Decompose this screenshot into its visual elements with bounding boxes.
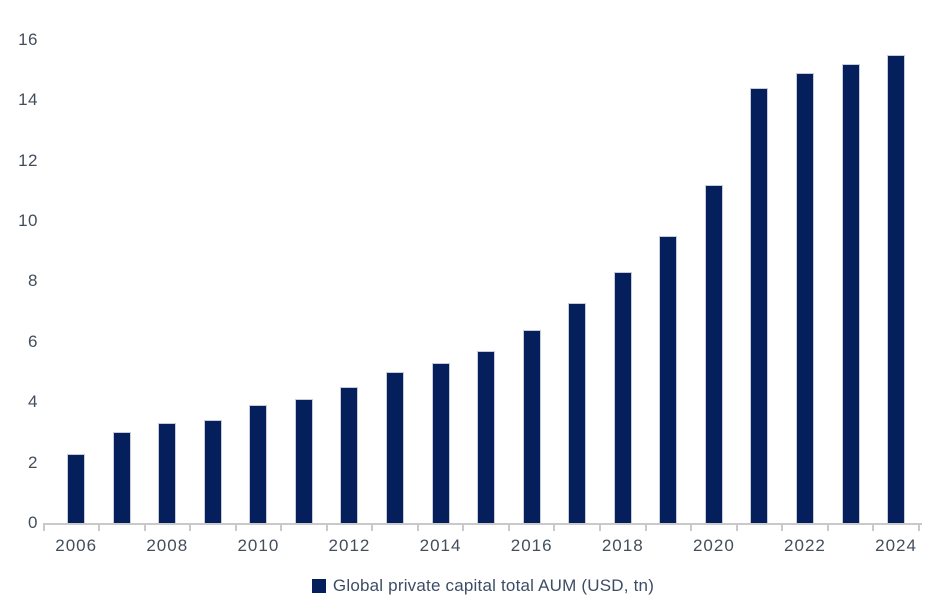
- y-axis-tick-label: 4: [28, 392, 38, 412]
- bar-2015: [477, 350, 496, 523]
- bar-2017: [568, 302, 587, 523]
- x-axis-tick-label: 2024: [875, 536, 917, 555]
- bar-2012: [340, 387, 359, 523]
- x-axis-tick: [917, 523, 920, 531]
- y-axis-tick-label: 16: [18, 29, 38, 49]
- bar-2013: [386, 372, 405, 523]
- x-axis-tick-label: 2014: [419, 536, 462, 555]
- bar-2011: [294, 399, 313, 523]
- x-axis-tick: [599, 523, 601, 531]
- bar-2019: [659, 236, 678, 523]
- bar-2007: [112, 432, 131, 523]
- y-axis-tick-label: 14: [18, 90, 38, 110]
- x-axis-tick-label: 2018: [601, 536, 644, 555]
- x-axis-tick: [325, 523, 328, 531]
- y-axis-tick-label: 0: [28, 513, 38, 532]
- bar-2016: [522, 329, 541, 523]
- x-axis-tick-label: 2010: [237, 536, 280, 555]
- legend: Global private capital total AUM (USD, t…: [44, 576, 922, 595]
- x-axis-tick: [143, 523, 146, 531]
- x-axis-tick: [507, 523, 510, 531]
- x-axis-line: [44, 523, 922, 525]
- x-axis-tick: [690, 523, 693, 531]
- bar-2020: [704, 184, 723, 523]
- bar-2021: [750, 88, 769, 523]
- x-axis-tick: [735, 523, 738, 531]
- bar-2024: [887, 55, 906, 523]
- bar-2006: [67, 453, 86, 523]
- y-axis-tick-label: 10: [18, 211, 38, 231]
- x-axis-tick: [371, 523, 374, 531]
- x-axis-tick: [826, 523, 829, 531]
- x-axis-tick: [416, 523, 419, 531]
- y-axis-tick-label: 12: [18, 150, 38, 170]
- x-axis-tick-label: 2006: [55, 536, 98, 555]
- bar-2014: [431, 362, 450, 523]
- y-axis-tick-label: 6: [28, 331, 38, 351]
- legend-swatch-icon: [311, 579, 326, 593]
- bar-2023: [841, 64, 860, 523]
- bar-2008: [158, 423, 177, 523]
- x-axis-tick: [280, 523, 283, 531]
- x-axis-tick: [43, 523, 45, 531]
- x-axis-tick-label: 2016: [510, 536, 553, 555]
- bar-2009: [203, 420, 222, 523]
- x-axis-tick: [872, 523, 875, 531]
- x-axis-tick: [781, 523, 784, 531]
- bar-2010: [249, 405, 268, 523]
- x-axis-tick: [644, 523, 647, 531]
- x-axis-tick-label: 2020: [692, 536, 735, 555]
- legend-label: Global private capital total AUM (USD, t…: [332, 576, 655, 595]
- y-axis-tick-label: 8: [28, 271, 38, 291]
- x-axis-tick: [462, 523, 465, 531]
- x-axis-tick: [97, 523, 100, 531]
- x-axis-tick: [234, 523, 237, 531]
- x-axis-tick-label: 2012: [328, 536, 371, 555]
- x-axis-tick: [553, 523, 556, 531]
- x-axis-tick-label: 2008: [146, 536, 189, 555]
- bar-2018: [613, 272, 632, 523]
- x-axis-tick: [189, 523, 192, 531]
- x-axis-tick-label: 2022: [784, 536, 826, 555]
- y-axis-tick-label: 2: [28, 452, 38, 472]
- bar-2022: [795, 73, 814, 523]
